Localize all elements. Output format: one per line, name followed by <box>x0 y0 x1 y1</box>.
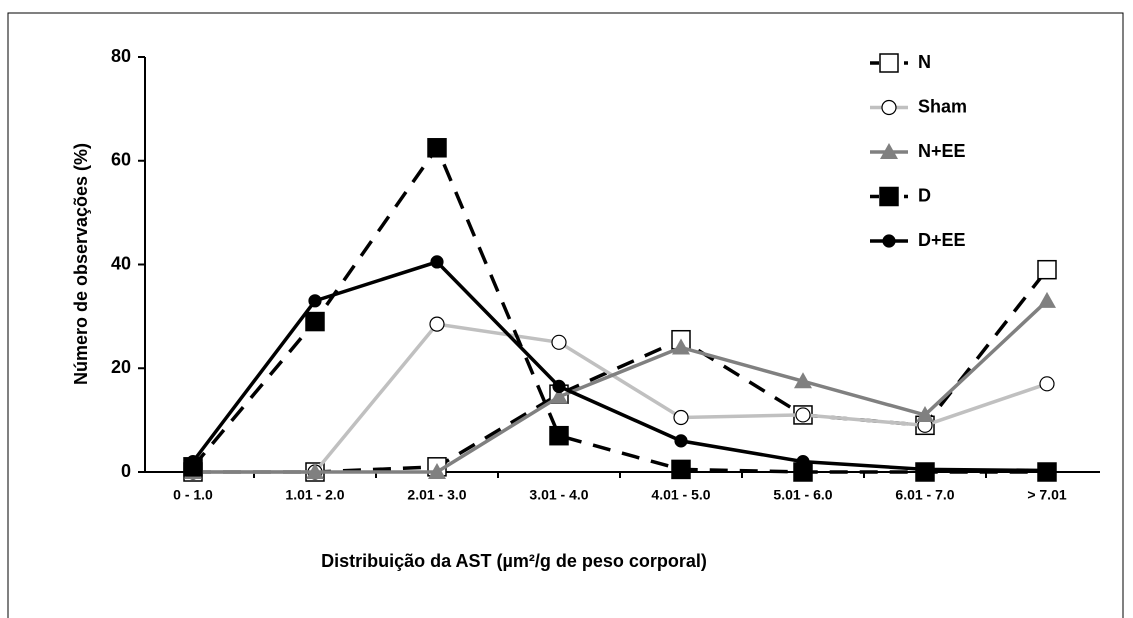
legend-label: N <box>918 52 931 72</box>
marker <box>882 234 896 248</box>
marker <box>671 459 691 480</box>
marker <box>549 425 569 446</box>
marker <box>881 99 897 116</box>
x-tick-label: 0 - 1.0 <box>173 487 213 503</box>
marker <box>672 338 690 355</box>
y-tick-label: 60 <box>111 150 131 170</box>
marker <box>1039 376 1055 392</box>
marker <box>429 316 445 332</box>
marker <box>186 455 200 469</box>
marker <box>879 186 899 207</box>
marker <box>430 255 444 269</box>
marker <box>794 372 812 389</box>
legend-label: N+EE <box>918 141 966 161</box>
y-axis-label: Número de observações (%) <box>71 143 91 385</box>
x-tick-label: > 7.01 <box>1027 487 1067 503</box>
marker <box>674 434 688 448</box>
marker <box>427 138 447 158</box>
marker <box>306 463 324 479</box>
marker <box>879 53 899 73</box>
legend-label: D <box>918 185 931 205</box>
y-tick-label: 80 <box>111 46 131 66</box>
legend-label: Sham <box>918 96 967 116</box>
series-line <box>193 299 1049 474</box>
marker <box>796 455 810 469</box>
x-tick-label: 6.01 - 7.0 <box>895 487 954 503</box>
series-line <box>191 259 1048 473</box>
marker <box>880 143 898 159</box>
marker <box>308 294 322 308</box>
marker <box>1037 259 1057 280</box>
marker <box>551 334 567 350</box>
marker <box>918 462 932 477</box>
marker <box>1040 463 1054 478</box>
marker <box>428 463 446 479</box>
x-tick-label: 5.01 - 6.0 <box>773 487 832 503</box>
x-tick-label: 4.01 - 5.0 <box>651 487 710 503</box>
marker <box>916 405 934 422</box>
frame <box>7 12 1124 618</box>
marker <box>795 407 811 423</box>
marker <box>1038 291 1056 308</box>
marker <box>552 379 566 394</box>
x-tick-label: 1.01 - 2.0 <box>285 487 344 503</box>
x-axis-label: Distribuição da AST (µm²/g de peso corpo… <box>321 551 707 571</box>
legend-label: D+EE <box>918 230 966 250</box>
x-tick-label: 2.01 - 3.0 <box>407 487 466 503</box>
y-tick-label: 20 <box>111 357 131 377</box>
marker <box>550 387 568 404</box>
series-line <box>193 322 1048 474</box>
x-tick-label: 3.01 - 4.0 <box>529 487 588 503</box>
marker <box>673 409 689 426</box>
marker <box>305 311 325 332</box>
y-tick-label: 40 <box>111 253 131 273</box>
y-tick-label: 0 <box>121 461 131 481</box>
